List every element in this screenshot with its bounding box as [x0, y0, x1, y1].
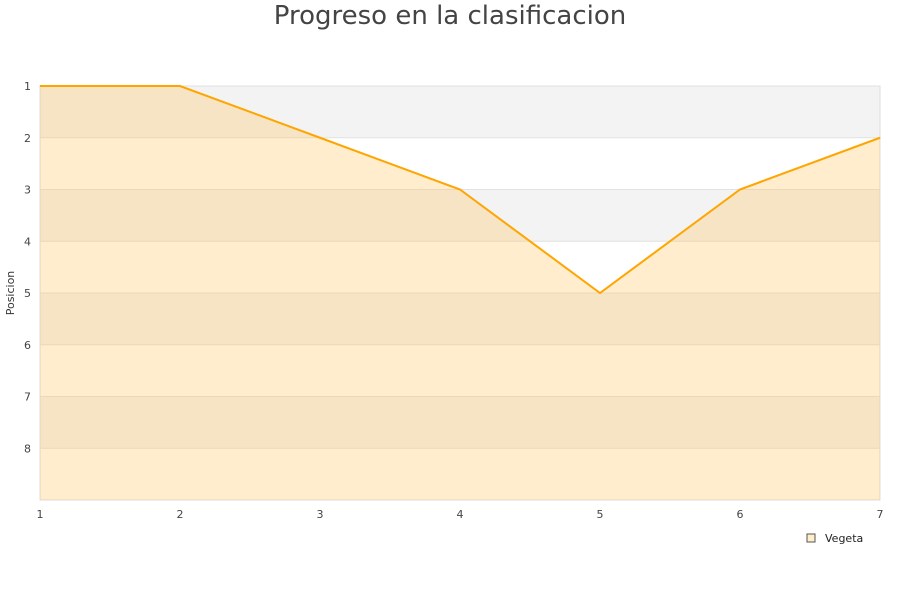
- data-point: [599, 292, 601, 294]
- y-axis-label: Posicion: [4, 271, 17, 316]
- data-point: [39, 85, 41, 87]
- band: [40, 86, 880, 138]
- legend-label: Vegeta: [825, 532, 863, 545]
- x-tick-label: 2: [177, 508, 184, 521]
- y-tick-label: 5: [24, 287, 31, 300]
- x-tick-label: 6: [737, 508, 744, 521]
- band: [40, 344, 880, 397]
- band: [40, 241, 880, 293]
- legend-swatch: [806, 533, 816, 543]
- data-point: [319, 137, 321, 139]
- y-tick-label: 3: [24, 184, 31, 197]
- y-tick-label: 6: [24, 339, 31, 352]
- data-point: [179, 85, 181, 87]
- x-tick-label: 4: [457, 508, 464, 521]
- band: [40, 137, 880, 190]
- y-tick-label: 7: [24, 391, 31, 404]
- chart-title: Progreso en la clasificacion: [274, 1, 626, 31]
- data-point: [879, 137, 881, 139]
- x-tick-label: 1: [37, 508, 44, 521]
- legend: Vegeta: [806, 532, 863, 545]
- area-fill: [40, 86, 880, 500]
- y-tick-label: 1: [24, 80, 31, 93]
- y-tick-label: 4: [24, 235, 31, 248]
- band: [40, 448, 880, 500]
- band: [40, 293, 880, 345]
- data-point: [739, 189, 741, 190]
- band: [40, 189, 880, 242]
- band: [40, 396, 880, 449]
- series-area: [39, 85, 881, 500]
- y-tick-label: 8: [24, 442, 31, 455]
- axis-ticks: 1 2 3 4 5 6 7 8 1 2 3 4 5 6 7: [24, 80, 884, 521]
- background-bands: [39, 85, 881, 501]
- x-tick-label: 7: [877, 508, 884, 521]
- gridlines: [40, 85, 880, 449]
- x-tick-label: 5: [597, 508, 604, 521]
- y-tick-label: 2: [24, 132, 31, 145]
- x-tick-label: 3: [317, 508, 324, 521]
- data-point: [459, 189, 461, 190]
